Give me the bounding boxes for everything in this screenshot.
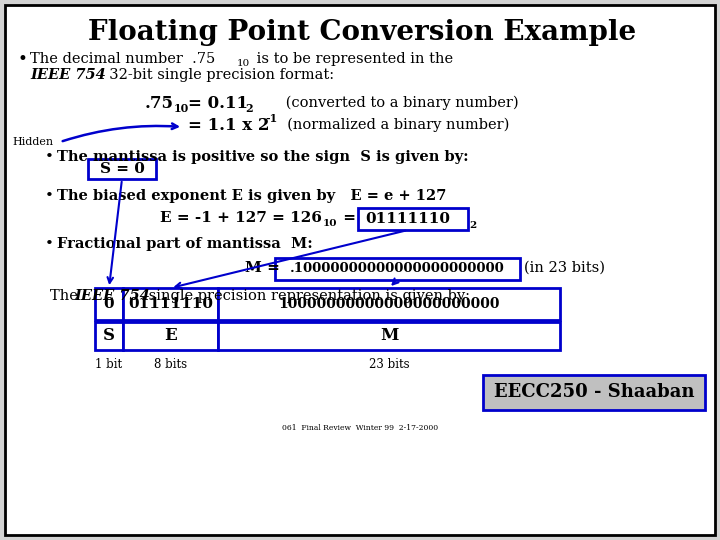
Text: 2: 2: [245, 103, 253, 113]
Text: Fractional part of mantissa  M:: Fractional part of mantissa M:: [57, 237, 312, 251]
Text: EECC250 - Shaaban: EECC250 - Shaaban: [494, 383, 694, 401]
Text: is to be represented in the: is to be represented in the: [252, 52, 453, 66]
Bar: [218, 288, 560, 320]
Text: IEEE 754: IEEE 754: [74, 289, 150, 303]
Text: The decimal number  .75: The decimal number .75: [30, 52, 215, 66]
Text: Floating Point Conversion Example: Floating Point Conversion Example: [88, 18, 636, 45]
Text: (converted to a binary number): (converted to a binary number): [258, 96, 518, 110]
Bar: [123, 322, 218, 350]
Text: M: M: [380, 327, 398, 345]
Text: 0: 0: [104, 297, 114, 311]
Text: S: S: [103, 327, 115, 345]
Text: 23 bits: 23 bits: [369, 357, 409, 370]
Text: The: The: [50, 289, 83, 303]
Bar: [275, 258, 520, 280]
Text: single precision representation is given by:: single precision representation is given…: [144, 289, 470, 303]
Text: -1: -1: [265, 113, 277, 125]
Text: The mantissa is positive so the sign  S is given by:: The mantissa is positive so the sign S i…: [57, 150, 469, 164]
Text: = 0.11: = 0.11: [188, 94, 248, 111]
Text: = 1.1 x 2: = 1.1 x 2: [188, 117, 269, 133]
Text: =: =: [338, 211, 361, 225]
Bar: [358, 208, 468, 230]
Text: 10000000000000000000000: 10000000000000000000000: [278, 297, 500, 311]
Bar: [218, 322, 560, 350]
Text: Hidden: Hidden: [12, 137, 53, 147]
Text: 061  Final Review  Winter 99  2-17-2000: 061 Final Review Winter 99 2-17-2000: [282, 424, 438, 432]
Bar: [123, 288, 218, 320]
Text: 2: 2: [469, 220, 476, 230]
Text: .10000000000000000000000: .10000000000000000000000: [289, 262, 505, 275]
Text: 10: 10: [174, 103, 189, 113]
Text: 01111110: 01111110: [128, 297, 213, 311]
Text: IEEE 754: IEEE 754: [30, 68, 106, 82]
Text: M =: M =: [245, 261, 280, 275]
Text: E = -1 + 127 = 126: E = -1 + 127 = 126: [160, 211, 322, 225]
Text: 32-bit single precision format:: 32-bit single precision format:: [100, 68, 334, 82]
Text: .75: .75: [145, 94, 174, 111]
Text: 01111110: 01111110: [366, 212, 451, 226]
Text: E: E: [164, 327, 177, 345]
Text: •: •: [45, 189, 54, 203]
Text: (in 23 bits): (in 23 bits): [524, 261, 605, 275]
Text: S = 0: S = 0: [99, 162, 145, 176]
Text: •: •: [18, 51, 28, 69]
Bar: [95, 288, 123, 320]
Bar: [483, 375, 705, 410]
Text: •: •: [45, 150, 54, 164]
Text: 8 bits: 8 bits: [154, 357, 187, 370]
Text: The biased exponent E is given by   E = e + 127: The biased exponent E is given by E = e …: [57, 189, 446, 203]
Bar: [95, 322, 123, 350]
Text: 10: 10: [237, 58, 251, 68]
Text: (normalized a binary number): (normalized a binary number): [278, 118, 509, 132]
Text: •: •: [45, 237, 54, 251]
Text: 10: 10: [323, 219, 338, 227]
Bar: [88, 159, 156, 179]
Text: 1 bit: 1 bit: [96, 357, 122, 370]
